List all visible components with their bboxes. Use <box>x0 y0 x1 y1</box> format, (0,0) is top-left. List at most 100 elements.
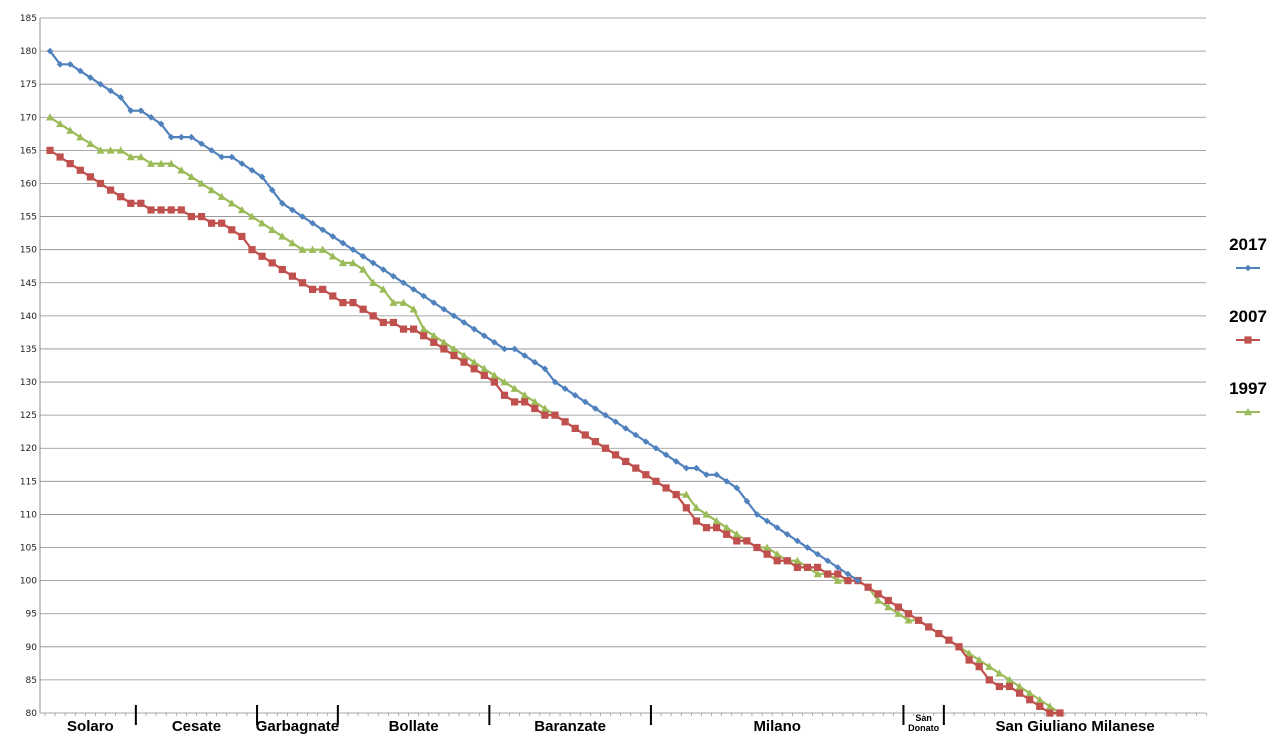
data-point <box>278 232 287 240</box>
data-point <box>935 629 943 638</box>
data-point <box>450 344 458 353</box>
data-point <box>824 557 831 565</box>
data-point <box>298 245 307 253</box>
data-point <box>460 319 468 326</box>
data-point <box>349 258 357 267</box>
data-point <box>218 219 226 227</box>
y-tick-label: 160 <box>20 179 37 189</box>
data-point <box>268 186 276 194</box>
data-point <box>97 80 104 88</box>
data-point <box>491 339 498 346</box>
data-point <box>46 113 54 121</box>
legend: 2017 2007 1997 <box>1229 235 1267 416</box>
data-point <box>884 596 892 605</box>
data-point <box>208 219 216 227</box>
data-point <box>319 285 327 293</box>
data-point <box>369 312 377 320</box>
data-point <box>56 153 64 161</box>
data-point <box>319 226 326 234</box>
data-point <box>763 550 771 558</box>
series-group <box>46 47 1064 717</box>
data-point <box>1036 702 1044 710</box>
data-point <box>389 298 398 306</box>
data-point <box>612 418 619 426</box>
data-point <box>420 292 427 300</box>
data-point <box>380 266 387 273</box>
y-tick-label: 100 <box>20 577 37 587</box>
category-label: Cesate <box>172 718 221 735</box>
data-point <box>46 47 54 55</box>
data-point <box>440 345 448 353</box>
data-point <box>813 570 822 578</box>
data-point <box>137 107 145 114</box>
data-point <box>470 358 479 366</box>
series-2007 <box>46 146 1064 717</box>
data-point <box>784 530 791 538</box>
data-point <box>803 563 812 571</box>
data-point <box>1005 682 1014 691</box>
data-point <box>773 524 781 531</box>
data-point <box>571 391 579 399</box>
data-point <box>197 179 206 187</box>
data-point <box>743 537 751 545</box>
data-point <box>430 299 438 306</box>
data-point <box>248 246 256 254</box>
data-point <box>541 411 549 419</box>
data-point <box>207 186 216 194</box>
data-point <box>167 159 176 167</box>
data-point <box>682 504 690 512</box>
data-point <box>177 166 186 174</box>
data-point <box>460 351 469 359</box>
data-point <box>440 305 448 313</box>
data-point <box>329 233 337 240</box>
data-point <box>400 279 407 287</box>
data-point <box>551 411 559 419</box>
category-label: Bollate <box>389 718 439 735</box>
data-point <box>612 451 620 459</box>
y-tick-label: 125 <box>20 411 37 421</box>
data-point <box>773 550 782 558</box>
data-point <box>490 371 499 379</box>
y-tick-label: 185 <box>20 14 37 24</box>
data-point <box>258 252 266 260</box>
data-point <box>531 358 539 366</box>
data-point <box>652 444 660 452</box>
data-point <box>864 583 872 591</box>
data-point <box>1056 709 1064 717</box>
data-point <box>329 292 337 300</box>
data-point <box>227 199 236 207</box>
data-point <box>430 338 438 346</box>
data-point <box>693 464 700 472</box>
data-point <box>722 523 731 531</box>
data-point <box>126 153 135 161</box>
data-point <box>318 245 327 253</box>
data-point <box>308 245 317 253</box>
data-point <box>359 305 367 313</box>
data-point <box>178 133 185 141</box>
data-point <box>359 252 367 260</box>
data-point <box>520 391 529 399</box>
data-point <box>157 159 166 167</box>
data-point <box>288 272 296 280</box>
data-point <box>955 643 963 651</box>
data-point <box>571 424 579 432</box>
data-point <box>289 206 296 214</box>
data-point <box>904 610 913 618</box>
y-tick-label: 145 <box>20 279 37 289</box>
data-point <box>429 331 438 339</box>
data-point <box>1045 702 1054 710</box>
data-point <box>702 510 711 518</box>
data-point <box>561 385 569 392</box>
data-point <box>541 365 549 373</box>
data-point <box>834 564 842 571</box>
data-point <box>298 279 307 287</box>
data-point <box>561 418 569 426</box>
data-point <box>338 258 347 267</box>
data-point <box>1244 408 1252 416</box>
data-point <box>481 332 488 340</box>
category-label: Baranzate <box>534 718 606 735</box>
data-point <box>723 478 730 485</box>
data-point <box>521 352 528 359</box>
data-point <box>814 563 822 571</box>
data-point <box>763 517 771 525</box>
